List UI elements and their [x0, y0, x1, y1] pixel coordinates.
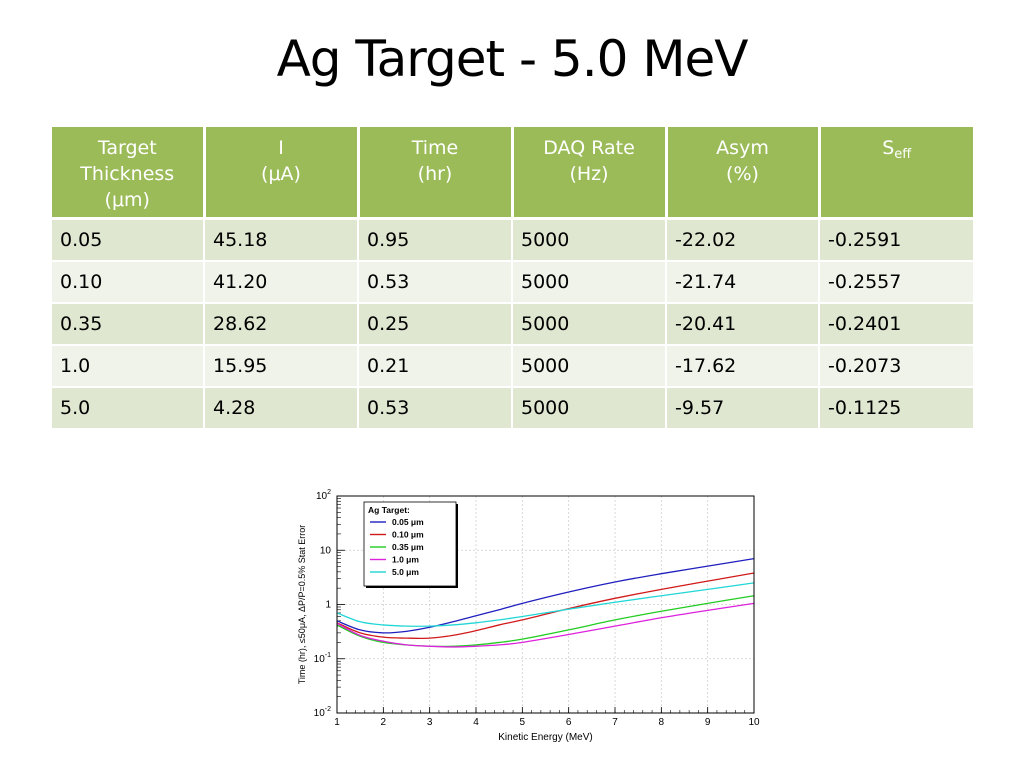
table-cell: 28.62: [204, 302, 359, 346]
table-cell: 15.95: [204, 344, 359, 388]
table-cell: 5000: [512, 302, 667, 346]
table-cell: -0.2073: [819, 344, 973, 388]
table-cell: 1.0: [52, 344, 205, 388]
table-row: 0.05 45.18 0.95 5000 -22.02 -0.2591: [52, 218, 973, 262]
legend-title: Ag Target:: [368, 505, 410, 515]
table-cell: 45.18: [204, 218, 359, 262]
table-header-row: Target Thickness (μm) I (μA) Time (hr) D…: [52, 127, 973, 220]
table-cell: 5000: [512, 386, 667, 430]
table-cell: 0.10: [52, 260, 205, 304]
x-tick-label: 2: [381, 717, 387, 728]
y-tick-label: 1: [325, 600, 331, 611]
table-row: 1.0 15.95 0.21 5000 -17.62 -0.2073: [52, 344, 973, 388]
table-cell: -22.02: [666, 218, 820, 262]
header-daq-rate: DAQ Rate (Hz): [512, 127, 668, 220]
y-tick-label: 10: [320, 545, 332, 556]
x-tick-label: 9: [705, 717, 711, 728]
header-current: I (μA): [204, 127, 360, 220]
table-cell: -0.2591: [819, 218, 973, 262]
header-asym: Asym (%): [666, 127, 821, 220]
header-s-eff: Seff: [819, 127, 973, 220]
plot-svg: 1 2 3 4 5 6 7 8 9 10 10-2 10-1 1 10 102 Ag Target: 0.05 …: [297, 489, 760, 743]
table-cell: -0.2557: [819, 260, 973, 304]
table-cell: 0.21: [358, 344, 513, 388]
x-tick-label: 6: [566, 717, 572, 728]
y-tick-label: 10-2: [314, 706, 331, 719]
legend-label-0: 0.05 μm: [392, 517, 424, 527]
x-tick-label: 5: [520, 717, 526, 728]
table-cell: 0.53: [358, 260, 513, 304]
table-cell: 0.25: [358, 302, 513, 346]
table-row: 5.0 4.28 0.53 5000 -9.57 -0.1125: [52, 386, 973, 430]
table-cell: 5000: [512, 260, 667, 304]
legend-label-3: 1.0 μm: [392, 555, 419, 565]
x-axis-label: Kinetic Energy (MeV): [498, 732, 592, 743]
y-tick-label: 102: [316, 489, 331, 502]
table-cell: -21.74: [666, 260, 820, 304]
header-time: Time (hr): [358, 127, 514, 220]
series-line-0: [336, 558, 755, 634]
legend-label-2: 0.35 μm: [392, 542, 424, 552]
table-cell: -0.2401: [819, 302, 973, 346]
table-cell: -9.57: [666, 386, 820, 430]
legend-label-4: 5.0 μm: [392, 567, 419, 577]
table-row: 0.35 28.62 0.25 5000 -20.41 -0.2401: [52, 302, 973, 346]
table-row: 0.10 41.20 0.53 5000 -21.74 -0.2557: [52, 260, 973, 304]
header-target-thickness: Target Thickness (μm): [52, 127, 206, 220]
table-cell: 5000: [512, 344, 667, 388]
table-cell: 0.95: [358, 218, 513, 262]
y-axis-label: Time (hr), ≤50μA, ΔP/P=0.5% Stat Error: [297, 525, 307, 685]
table-cell: 0.05: [52, 218, 205, 262]
series-line-2: [336, 595, 755, 648]
x-tick-label: 7: [612, 717, 618, 728]
data-table: Target Thickness (μm) I (μA) Time (hr) D…: [52, 127, 973, 430]
slide-title: Ag Target - 5.0 MeV: [276, 30, 749, 88]
x-tick-label: 3: [427, 717, 433, 728]
x-tick-label: 10: [748, 717, 760, 728]
table-cell: -0.1125: [819, 386, 973, 430]
series-line-4: [336, 582, 755, 627]
y-tick-label: 10-1: [314, 652, 331, 665]
time-vs-energy-plot: 1 2 3 4 5 6 7 8 9 10 10-2 10-1 1 10 102 Ag Target: 0.05 …: [292, 484, 762, 746]
legend-label-1: 0.10 μm: [392, 530, 424, 540]
plot-frame: [336, 495, 755, 714]
table-cell: 5000: [512, 218, 667, 262]
table-cell: 0.35: [52, 302, 205, 346]
x-tick-label: 1: [334, 717, 340, 728]
series-line-1: [336, 572, 755, 640]
table-cell: 41.20: [204, 260, 359, 304]
x-tick-label: 4: [473, 717, 479, 728]
table-cell: 4.28: [204, 386, 359, 430]
table-cell: 0.53: [358, 386, 513, 430]
table-cell: -20.41: [666, 302, 820, 346]
table-cell: -17.62: [666, 344, 820, 388]
table-cell: 5.0: [52, 386, 205, 430]
x-tick-label: 8: [659, 717, 665, 728]
series-line-3: [336, 602, 755, 648]
